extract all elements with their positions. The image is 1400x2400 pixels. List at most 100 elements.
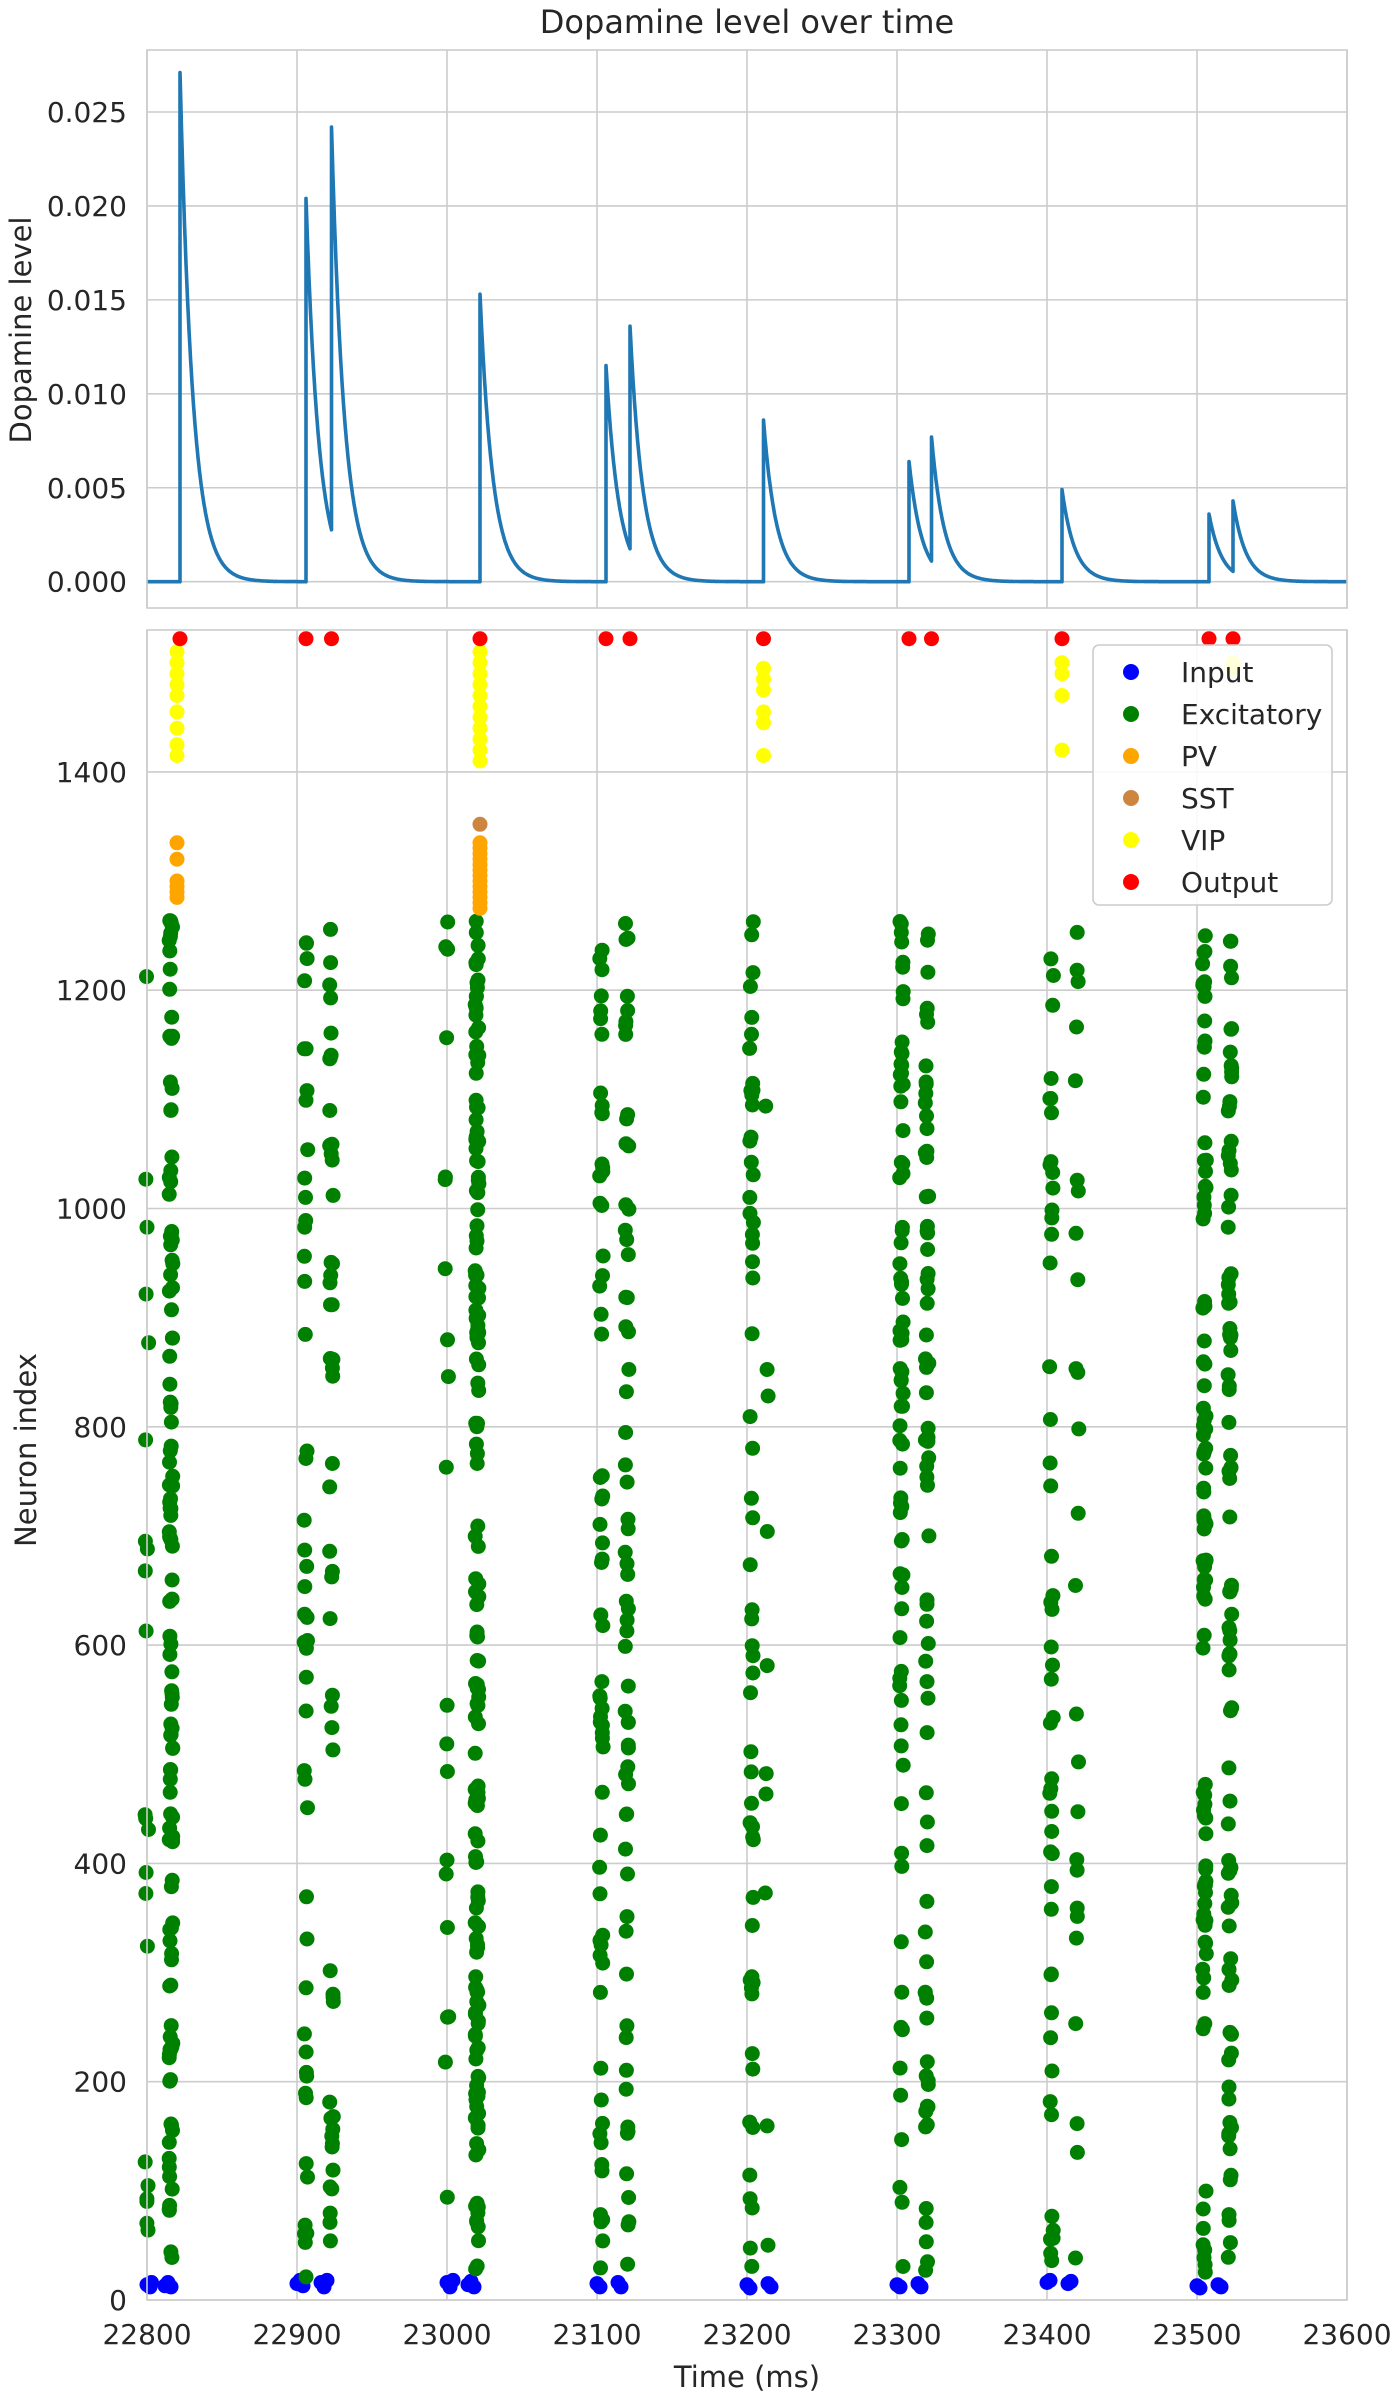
excitatory-spike — [297, 1273, 313, 1289]
excitatory-spike — [1197, 1356, 1213, 1372]
excitatory-spike — [760, 1388, 776, 1404]
excitatory-spike — [893, 1533, 909, 1549]
pv-spike — [472, 835, 488, 851]
excitatory-spike — [165, 1478, 181, 1494]
excitatory-spike — [745, 1440, 761, 1456]
dopamine-y-tick-3: 0.015 — [47, 284, 127, 317]
excitatory-spike — [162, 1628, 178, 1644]
excitatory-spike — [918, 1385, 934, 1401]
excitatory-spike — [322, 977, 338, 993]
excitatory-spike — [620, 1247, 636, 1263]
excitatory-spike — [438, 1459, 454, 1475]
excitatory-spike — [164, 1149, 180, 1165]
excitatory-spike — [742, 979, 758, 994]
excitatory-spike — [1195, 2220, 1211, 2236]
series-output — [172, 631, 1241, 647]
excitatory-spike — [468, 913, 484, 929]
excitatory-spike — [744, 927, 760, 943]
excitatory-spike — [1220, 1367, 1236, 1383]
excitatory-spike — [744, 1026, 759, 1042]
excitatory-spike — [894, 2194, 910, 2210]
excitatory-spike — [620, 1714, 636, 1730]
excitatory-spike — [620, 1678, 636, 1694]
excitatory-spike — [595, 1163, 611, 1179]
vip-spike — [169, 655, 185, 671]
vip-spike — [756, 715, 771, 731]
excitatory-spike — [892, 1630, 908, 1646]
raster-x-tick-0: 22800 — [102, 2318, 191, 2351]
excitatory-spike — [1045, 2222, 1061, 2238]
excitatory-spike — [594, 942, 610, 958]
raster-x-tick-6: 23400 — [1002, 2318, 1091, 2351]
excitatory-spike — [595, 1268, 610, 1284]
raster-x-label: Time (ms) — [673, 2360, 820, 2394]
output-spike — [298, 631, 314, 647]
excitatory-spike — [469, 1854, 485, 1870]
excitatory-spike — [744, 2258, 760, 2274]
excitatory-spike — [469, 1099, 484, 1115]
excitatory-spike — [164, 2181, 180, 2197]
dopamine-y-ticks: 0.000 0.005 0.010 0.015 0.020 0.025 — [47, 96, 127, 599]
excitatory-spike — [467, 1781, 483, 1797]
excitatory-spike — [919, 1592, 935, 1608]
excitatory-spike — [892, 2179, 908, 2195]
excitatory-spike — [1223, 2045, 1239, 2061]
excitatory-spike — [1197, 2257, 1213, 2273]
excitatory-spike — [296, 1248, 312, 1264]
excitatory-spike — [297, 1579, 313, 1595]
raster-x-tick-5: 23300 — [852, 2318, 941, 2351]
excitatory-spike — [163, 1102, 179, 1118]
excitatory-spike — [918, 2262, 934, 2278]
excitatory-spike — [470, 1937, 485, 1953]
excitatory-spike — [920, 964, 936, 980]
input-spike — [1192, 2280, 1208, 2296]
excitatory-spike — [618, 1319, 634, 1335]
excitatory-spike — [920, 1477, 935, 1493]
excitatory-spike — [1197, 988, 1213, 1004]
vip-spike — [472, 698, 488, 714]
excitatory-spike — [595, 1248, 611, 1264]
series-pv — [169, 835, 488, 916]
excitatory-spike — [164, 1572, 180, 1588]
dopamine-y-tick-2: 0.010 — [47, 378, 127, 411]
excitatory-spike — [297, 2217, 313, 2233]
excitatory-spike — [161, 1524, 177, 1540]
excitatory-spike — [894, 1276, 909, 1292]
excitatory-spike — [138, 1865, 154, 1880]
excitatory-spike — [1195, 1984, 1211, 2000]
excitatory-spike — [298, 1669, 314, 1685]
excitatory-spike — [620, 1003, 636, 1018]
excitatory-spike — [1042, 1255, 1058, 1271]
excitatory-spike — [619, 1909, 635, 1925]
excitatory-spike — [893, 1692, 909, 1708]
excitatory-spike — [322, 1611, 338, 1627]
excitatory-spike — [893, 1796, 909, 1812]
excitatory-spike — [1042, 2094, 1058, 2110]
excitatory-spike — [594, 1198, 610, 1213]
excitatory-spike — [137, 1533, 153, 1549]
excitatory-spike — [918, 1785, 934, 1801]
excitatory-spike — [917, 1924, 933, 1940]
raster-y-tick-0: 0 — [109, 2284, 127, 2317]
excitatory-spike — [1068, 1706, 1084, 1722]
pv-spike — [169, 873, 185, 889]
excitatory-spike — [1070, 974, 1086, 990]
vip-spike — [756, 704, 771, 720]
excitatory-spike — [297, 973, 313, 989]
excitatory-spike — [470, 1154, 486, 1170]
excitatory-spike — [165, 1280, 180, 1296]
excitatory-spike — [1071, 1421, 1087, 1437]
excitatory-spike — [1222, 2235, 1238, 2251]
excitatory-spike — [1042, 1157, 1058, 1173]
excitatory-spike — [440, 2009, 455, 2025]
excitatory-spike — [1196, 1446, 1212, 1462]
excitatory-spike — [440, 1332, 455, 1348]
excitatory-spike — [138, 1810, 154, 1826]
excitatory-spike — [621, 2214, 637, 2230]
excitatory-spike — [742, 1557, 758, 1573]
excitatory-spike — [757, 1885, 773, 1901]
legend-label-vip: VIP — [1181, 824, 1225, 857]
excitatory-spike — [594, 1026, 610, 1042]
excitatory-spike — [162, 2041, 178, 2057]
excitatory-spike — [743, 1744, 759, 1760]
